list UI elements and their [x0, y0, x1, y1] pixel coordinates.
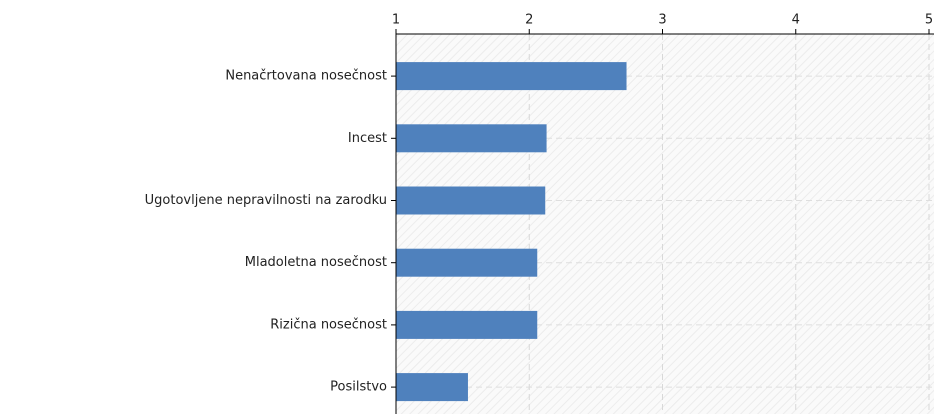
bar: [396, 310, 538, 339]
x-tick-label: 3: [658, 13, 666, 28]
y-tick-label: Posilstvo: [330, 380, 387, 395]
y-tick-label: Nenačrtovana nosečnost: [225, 69, 387, 84]
y-tick-label: Ugotovljene nepravilnosti na zarodku: [145, 193, 387, 208]
x-tick-label: 1: [392, 13, 400, 28]
y-tick-label: Incest: [348, 131, 387, 146]
y-tick-label: Rizična nosečnost: [270, 317, 387, 332]
bar: [396, 248, 538, 277]
bar: [396, 373, 468, 402]
y-tick-label: Mladoletna nosečnost: [245, 255, 387, 270]
bar: [396, 124, 547, 153]
plot-background: [396, 34, 934, 414]
bar: [396, 62, 627, 91]
x-tick-label: 5: [925, 13, 933, 28]
x-tick-label: 4: [792, 13, 800, 28]
bar: [396, 186, 546, 215]
x-tick-label: 2: [525, 13, 533, 28]
